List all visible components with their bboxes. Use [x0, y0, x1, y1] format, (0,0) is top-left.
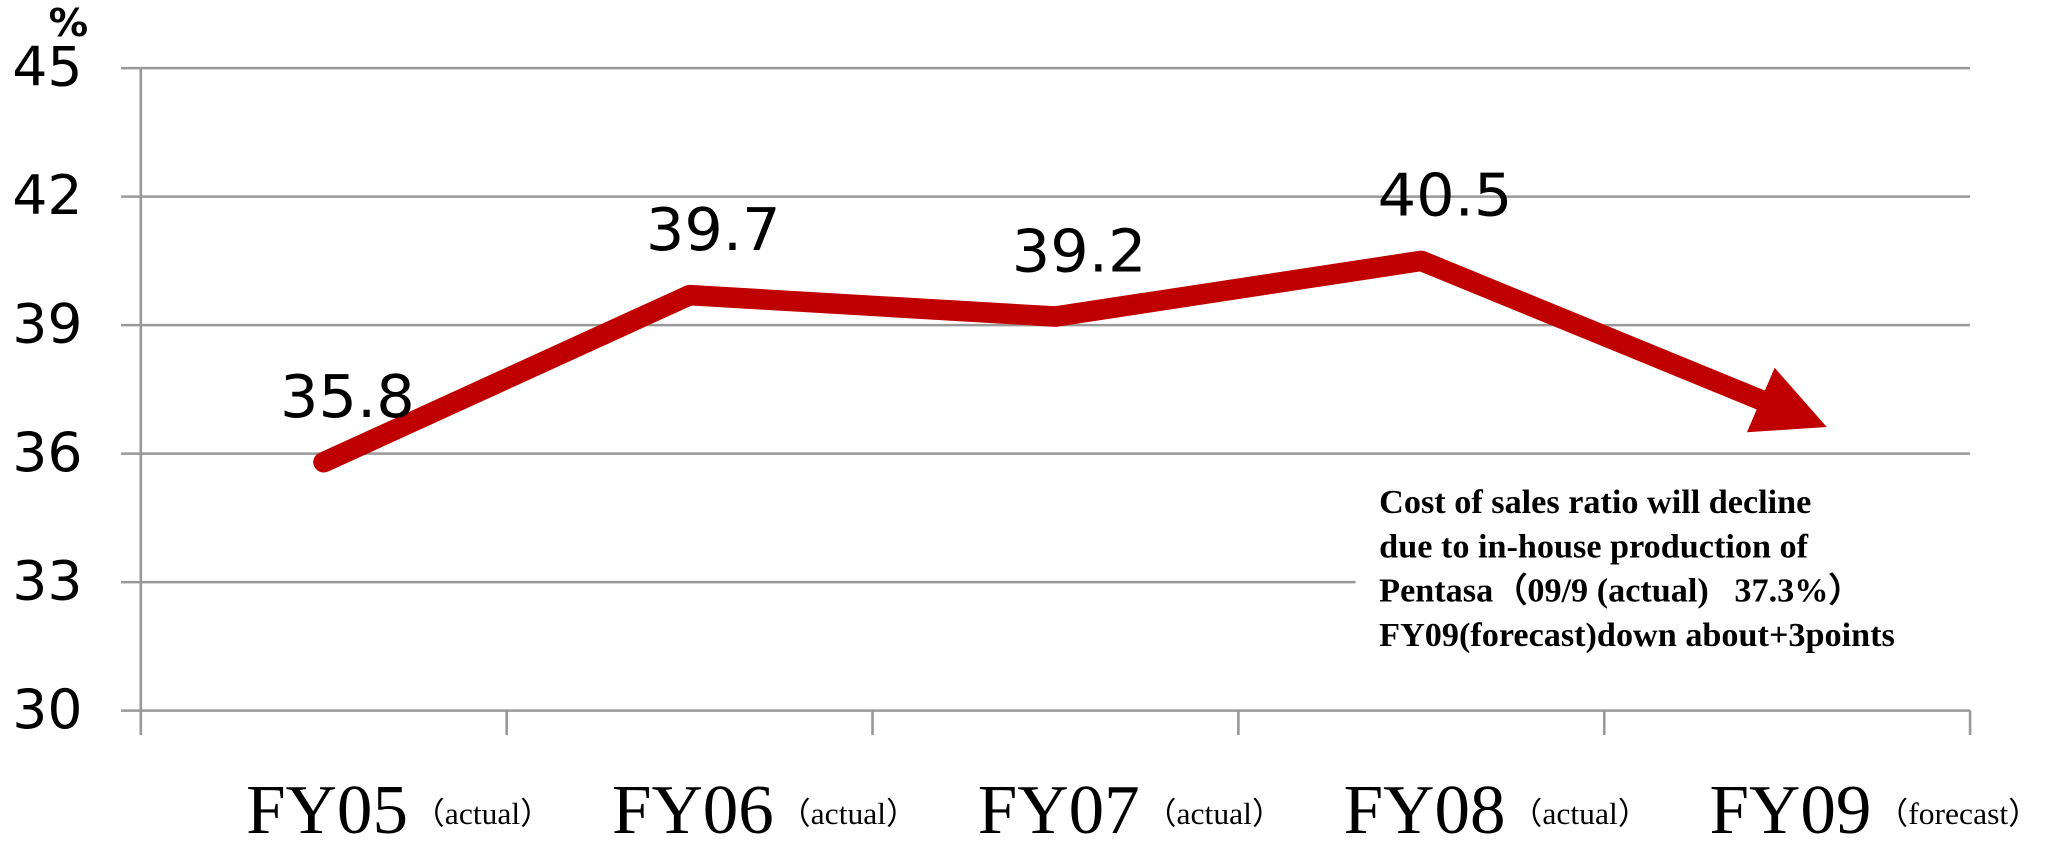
x-tick-label: FY06 （actual） [612, 772, 918, 849]
category-note: （forecast） [1877, 797, 2040, 832]
annotation-line: Pentasa（09/9 (actual) 37.3%） [1379, 572, 1862, 610]
category: FY09 [1710, 772, 1872, 849]
line [313, 250, 1827, 473]
y-tick-label: 33 [12, 549, 82, 612]
data-label: 39.2 [1012, 217, 1147, 286]
y-tick-label: 36 [12, 421, 82, 484]
category-note: （actual） [779, 797, 918, 832]
annotation-bg [1355, 485, 1988, 660]
category-note: （actual） [1511, 797, 1650, 832]
annotation-line: FY09(forecast)down about+3points [1379, 617, 1895, 654]
category-note: （actual） [413, 797, 552, 832]
category: FY08 [1344, 772, 1506, 849]
annotation: Cost of sales ratio will decline due to i… [1379, 484, 1895, 654]
annotation-line: due to in-house production of [1379, 528, 1809, 565]
data-label: 35.8 [280, 363, 415, 432]
data-label: 40.5 [1378, 161, 1513, 230]
y-tick-label: 45 [12, 35, 82, 98]
category-note: （actual） [1145, 797, 1284, 832]
x-tick-label: FY09 （forecast） [1710, 772, 2040, 849]
category: FY06 [612, 772, 774, 849]
x-tick-label: FY05 （actual） [246, 772, 552, 849]
category: FY07 [978, 772, 1140, 849]
y-tick-label: 42 [12, 164, 82, 227]
annotation-line: Cost of sales ratio will decline [1379, 484, 1811, 521]
y-tick-label: 30 [12, 678, 82, 741]
data-label: 39.7 [646, 196, 781, 265]
y-tick-label: 39 [12, 292, 82, 355]
y-unit: % [49, 1, 89, 45]
category: FY05 [246, 772, 408, 849]
x-tick-label: FY08 （actual） [1344, 772, 1650, 849]
x-tick-label: FY07 （actual） [978, 772, 1284, 849]
